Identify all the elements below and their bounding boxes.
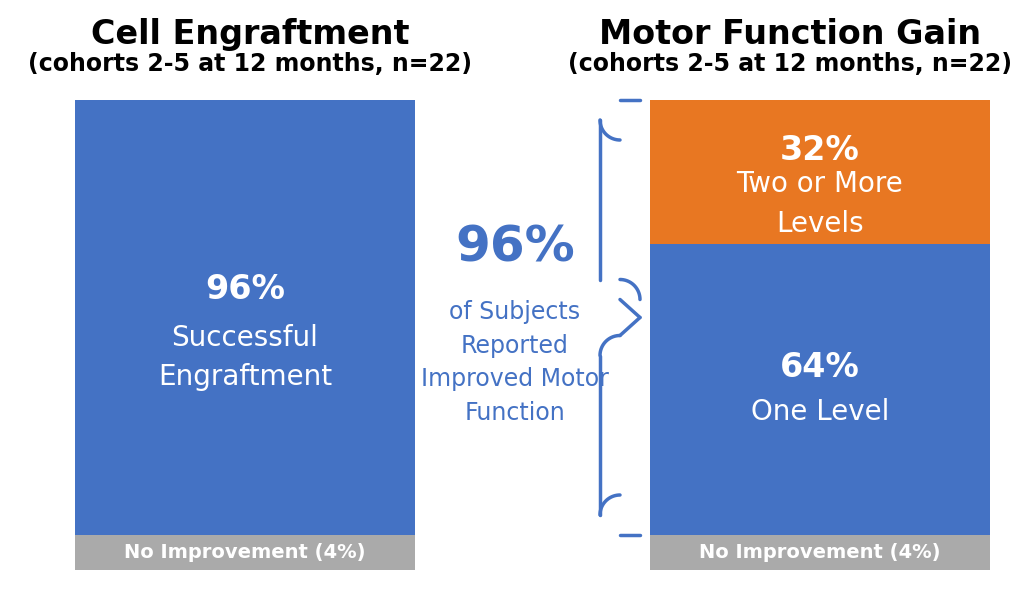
Bar — [75, 535, 415, 570]
Text: 32%: 32% — [780, 134, 860, 167]
Text: Successful
Engraftment: Successful Engraftment — [158, 324, 332, 391]
Text: (cohorts 2-5 at 12 months, n=22): (cohorts 2-5 at 12 months, n=22) — [568, 52, 1012, 76]
Text: No Improvement (4%): No Improvement (4%) — [699, 543, 940, 562]
Text: Motor Function Gain: Motor Function Gain — [598, 18, 981, 51]
Text: 64%: 64% — [780, 351, 860, 384]
Text: of Subjects
Reported
Improved Motor
Function: of Subjects Reported Improved Motor Func… — [421, 300, 609, 425]
Text: No Improvement (4%): No Improvement (4%) — [125, 543, 366, 562]
Bar — [75, 100, 415, 535]
Bar — [650, 100, 990, 244]
Text: 96%: 96% — [455, 223, 575, 272]
Text: Cell Engraftment: Cell Engraftment — [91, 18, 409, 51]
Text: 96%: 96% — [205, 273, 285, 306]
Text: One Level: One Level — [751, 397, 889, 426]
Bar — [650, 244, 990, 535]
Text: (cohorts 2-5 at 12 months, n=22): (cohorts 2-5 at 12 months, n=22) — [28, 52, 472, 76]
Text: Two or More
Levels: Two or More Levels — [736, 170, 903, 238]
Bar — [650, 535, 990, 570]
